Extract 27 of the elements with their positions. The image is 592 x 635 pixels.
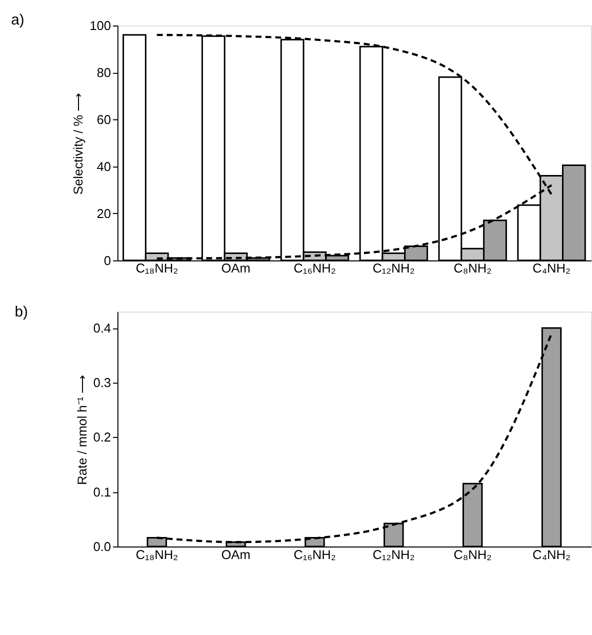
x-tick-label: C₁₆NH₂ <box>294 546 336 562</box>
y-axis-title: Selectivity / % ⟶ <box>70 92 86 195</box>
y-tick-label: 60 <box>96 112 111 127</box>
x-tick-label: C₁₂NH₂ <box>372 260 415 276</box>
x-tick-label: C₈NH₂ <box>454 260 492 276</box>
y-tick-label: 0.1 <box>93 484 111 500</box>
x-tick-label: C₁₈NH₂ <box>136 546 178 562</box>
x-tick-label: OAm <box>221 546 250 562</box>
y-tick-label: 20 <box>96 206 111 221</box>
x-tick-label: C₁₂NH₂ <box>372 546 415 562</box>
y-tick-label: 100 <box>90 18 111 33</box>
x-tick-label: C₄NH₂ <box>532 260 571 276</box>
y-tick-label: 0.4 <box>93 320 111 336</box>
y-axis-title: Rate / mmol h⁻¹ ⟶ <box>74 374 90 485</box>
y-tick-label: 80 <box>96 64 111 80</box>
chart-title: b) <box>14 304 28 321</box>
y-tick-label: 0.2 <box>93 430 111 445</box>
x-tick-label: C₈NH₂ <box>454 546 492 562</box>
x-tick-label: C₄NH₂ <box>532 546 571 562</box>
x-tick-label: C₁₆NH₂ <box>294 260 336 276</box>
y-tick-label: 0.3 <box>93 375 111 390</box>
y-tick-label: 40 <box>96 158 111 174</box>
y-tick-label: 0.0 <box>93 538 111 554</box>
chart-title: a) <box>11 12 24 29</box>
x-tick-label: C₁₈NH₂ <box>136 260 178 276</box>
y-tick-label: 0 <box>104 252 111 268</box>
x-tick-label: OAm <box>221 260 250 276</box>
